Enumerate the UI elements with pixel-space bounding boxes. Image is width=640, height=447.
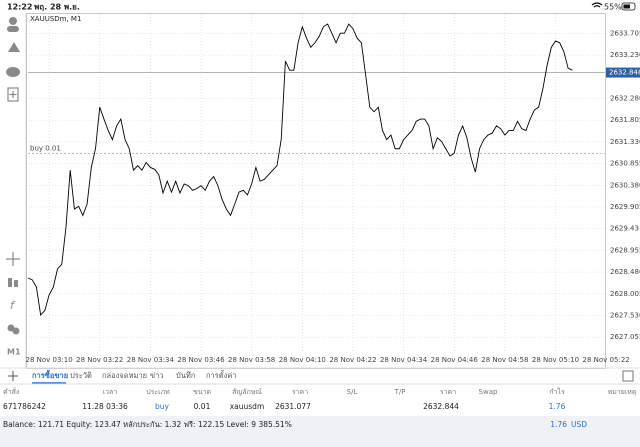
- x-tick-label: 28 Nov 03:34: [127, 356, 175, 364]
- x-tick-label: 28 Nov 04:10: [279, 356, 326, 364]
- timeframe[interactable]: M1: [7, 348, 21, 357]
- cell-current-price: 2632.844: [423, 402, 459, 411]
- y-tick-label: 2633.705: [610, 29, 640, 37]
- y-tick-label: 2630.380: [610, 181, 640, 189]
- cell-open-price: 2631.077: [275, 402, 311, 411]
- toolbar: f M1: [6, 17, 21, 357]
- tab[interactable]: การตั้งค่า: [206, 370, 237, 380]
- x-tick-label: 28 Nov 03:10: [25, 356, 72, 364]
- y-tick-label: 2631.330: [610, 138, 640, 146]
- battery-icon: [621, 2, 636, 11]
- column-header: เวลา: [103, 388, 118, 396]
- x-tick-label: 28 Nov 04:58: [481, 356, 528, 364]
- y-tick-label: 2629.43: [610, 225, 639, 233]
- trade-icon[interactable]: [8, 42, 20, 52]
- y-tick-label: 2627.055: [610, 333, 640, 341]
- x-tick-label: 28 Nov 03:46: [177, 356, 225, 364]
- x-tick-label: 28 Nov 03:22: [76, 356, 123, 364]
- status-time: 12:22: [7, 3, 32, 12]
- column-header: T/P: [394, 388, 406, 396]
- x-tick-label: 28 Nov 03:58: [228, 356, 275, 364]
- x-tick-label: 28 Nov 04:22: [329, 356, 376, 364]
- y-tick-label: 2629.905: [610, 203, 640, 211]
- y-tick-label: 2628.480: [610, 268, 640, 276]
- y-tick-label: 2632.280: [610, 95, 640, 103]
- chart-title: XAUUSDm, M1: [30, 15, 81, 23]
- tab[interactable]: ประวัติ: [70, 371, 92, 380]
- cell-order: 671786242: [3, 402, 46, 411]
- cell-volume: 0.01: [194, 402, 211, 411]
- cell-time: 11.28 03:36: [82, 402, 128, 411]
- column-header: ขนาด: [193, 388, 211, 396]
- column-header: ราคา: [440, 388, 456, 396]
- x-tick-label: 28 Nov 05:22: [583, 356, 630, 364]
- price-label-box: [606, 67, 640, 78]
- order-label: buy 0.01: [30, 144, 61, 152]
- wifi-icon: [591, 2, 603, 8]
- cell-symbol: xauusdm: [230, 402, 265, 411]
- add-button[interactable]: [8, 371, 18, 381]
- function-icon[interactable]: f: [10, 299, 16, 312]
- y-tick-label: 2628.955: [610, 246, 640, 254]
- column-header: S/L: [347, 388, 358, 396]
- account-icon-body: [7, 26, 19, 32]
- positions-table: คำสั่ง เวลา ประเภท ขนาด สัญลักษณ์ ราคา S/L T/P ร…: [0, 387, 640, 414]
- indicator-icon[interactable]: [8, 278, 12, 287]
- y-tick-label: 2631.805: [610, 116, 640, 124]
- y-tick-label: 2633.230: [610, 51, 640, 59]
- column-header: ราคา: [292, 388, 308, 396]
- currency: USD: [571, 420, 587, 429]
- x-tick-label: 28 Nov 04:34: [380, 356, 428, 364]
- x-tick-label: 28 Nov 04:46: [431, 356, 479, 364]
- column-header: ประเภท: [146, 388, 170, 396]
- new-order-icon[interactable]: [7, 87, 19, 102]
- tab[interactable]: ข่าว: [150, 371, 164, 380]
- column-header: สัญลักษณ์: [232, 388, 262, 396]
- cell-profit: 1.76: [549, 402, 566, 411]
- column-header: กำไร: [549, 387, 565, 396]
- tab[interactable]: กล่องจดหมาย: [102, 371, 147, 380]
- tab[interactable]: บันทึก: [176, 371, 195, 380]
- x-tick-label: 28 Nov 05:10: [532, 356, 579, 364]
- column-header: หมายเหตุ: [608, 388, 637, 396]
- price-label: 2632.848: [609, 69, 640, 77]
- battery-level: [623, 4, 630, 9]
- account-icon[interactable]: [9, 17, 17, 25]
- chart: 2633.705 2633.230 2632.280 2631.805 2631.330…: [25, 14, 640, 364]
- indicator-icon-bar: [14, 280, 18, 287]
- column-header: คำสั่ง: [3, 387, 19, 396]
- tab-bar: การซื้อขาย ประวัติ กล่องจดหมาย ข่าว บันทึก กา…: [32, 369, 237, 384]
- price-line-series: [27, 23, 573, 316]
- objects-icon-b: [12, 327, 20, 335]
- account-summary: Balance: 121.71 Equity: 123.47 หลักประกั…: [3, 420, 292, 429]
- row-bg[interactable]: [0, 400, 640, 414]
- crosshair-icon[interactable]: [6, 252, 20, 266]
- expand-button[interactable]: [622, 370, 634, 382]
- column-header: Swap: [479, 388, 498, 396]
- tab[interactable]: การซื้อขาย: [32, 369, 68, 380]
- footer-bar: [0, 416, 640, 447]
- new-order-plus: [9, 91, 17, 98]
- status-date: พฤ. 28 พ.ย.: [34, 3, 80, 12]
- y-tick-label: 2630.855: [610, 160, 640, 168]
- y-tick-label: 2628.005: [610, 290, 640, 298]
- total-profit: 1.76: [550, 420, 567, 429]
- y-tick-label: 2627.530: [610, 311, 640, 319]
- status-battery: 55%: [604, 3, 622, 12]
- chat-icon[interactable]: [6, 67, 20, 77]
- cell-type: buy: [155, 402, 170, 411]
